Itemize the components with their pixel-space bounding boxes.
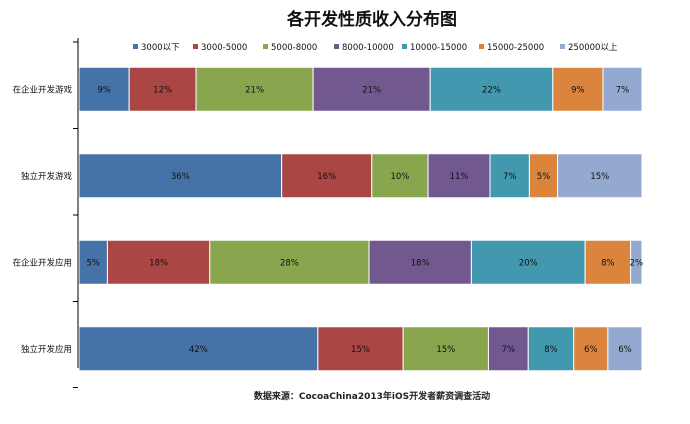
data-label: 9% — [571, 85, 585, 95]
legend-item: 10000-15000 — [402, 43, 467, 53]
data-label: 11% — [450, 172, 469, 182]
data-label: 8% — [601, 258, 615, 268]
bar-segment — [427, 153, 491, 199]
bar-segment — [602, 66, 643, 112]
legend-label: 10000-15000 — [410, 43, 467, 53]
bar-segment — [78, 153, 283, 199]
data-label: 9% — [97, 85, 111, 95]
data-label: 21% — [245, 85, 264, 95]
bar-segment — [106, 239, 211, 285]
bar-segment — [552, 66, 604, 112]
bar-segment — [368, 239, 472, 285]
legend-item: 3000-5000 — [193, 43, 247, 53]
bar-segment — [78, 239, 108, 285]
category-label: 独立开发游戏 — [21, 171, 73, 182]
legend-item: 5000-8000 — [263, 43, 317, 53]
data-label: 15% — [351, 345, 370, 355]
legend: 3000以下 3000-5000 5000-8000 8000-10000 10000-… — [133, 43, 618, 53]
bar-segment — [527, 326, 575, 372]
legend-label: 250000以上 — [568, 43, 618, 53]
legend-item: 250000以上 — [560, 43, 618, 53]
chart-title: 各开发性质收入分布图 — [286, 9, 457, 30]
bar-segment — [371, 153, 429, 199]
legend-swatch — [479, 44, 484, 49]
bar-segment — [470, 239, 586, 285]
bar-segment — [195, 66, 314, 112]
category-label: 在企业开发应用 — [12, 257, 72, 268]
bar-segment — [607, 326, 643, 372]
data-label: 7% — [616, 85, 630, 95]
data-label: 16% — [317, 172, 336, 182]
legend-label: 3000-5000 — [201, 43, 247, 53]
data-label: 18% — [411, 258, 430, 268]
category-label: 独立开发应用 — [21, 344, 72, 355]
bar-segment — [317, 326, 404, 372]
legend-swatch — [133, 44, 138, 49]
data-label: 8% — [544, 345, 558, 355]
data-label: 10% — [390, 172, 409, 182]
data-label: 42% — [189, 345, 208, 355]
data-label: 6% — [618, 345, 632, 355]
data-label: 7% — [502, 345, 516, 355]
data-label: 15% — [590, 172, 609, 182]
data-label: 6% — [584, 345, 598, 355]
data-label: 18% — [149, 258, 168, 268]
data-label: 7% — [503, 172, 517, 182]
legend-label: 5000-8000 — [271, 43, 317, 53]
legend-swatch — [193, 44, 198, 49]
legend-swatch — [402, 44, 407, 49]
legend-label: 15000-25000 — [487, 43, 544, 53]
data-label: 20% — [519, 258, 538, 268]
bar-segment — [78, 326, 319, 372]
data-label: 36% — [171, 172, 190, 182]
legend-swatch — [263, 44, 268, 49]
bar-segment — [281, 153, 373, 199]
data-label: 2% — [630, 258, 644, 268]
data-label: 22% — [482, 85, 501, 95]
legend-item: 3000以下 — [133, 43, 180, 53]
legend-swatch — [334, 44, 339, 49]
data-label: 5% — [86, 258, 100, 268]
legend-item: 15000-25000 — [479, 43, 544, 53]
plot-area: 在企业开发游戏 9% 12% 21% 21% 22% 9% 7% 独立开发游戏 36% 16% 10%… — [12, 41, 644, 388]
legend-label: 8000-10000 — [342, 43, 394, 53]
category-label: 在企业开发游戏 — [12, 84, 72, 95]
legend-label: 3000以下 — [141, 43, 180, 53]
data-label: 12% — [153, 85, 172, 95]
bar-segment — [630, 239, 643, 285]
source-note: 数据来源：CocoaChina2013年iOS开发者薪资调查活动 — [254, 390, 490, 402]
legend-item: 8000-10000 — [334, 43, 394, 53]
bar-segment — [557, 153, 643, 199]
bar-segment — [489, 153, 530, 199]
bar-segment — [209, 239, 370, 285]
data-label: 15% — [436, 345, 455, 355]
data-label: 28% — [280, 258, 299, 268]
data-label: 21% — [362, 85, 381, 95]
data-label: 5% — [537, 172, 551, 182]
bar-segment — [128, 66, 197, 112]
legend-swatch — [560, 44, 565, 49]
bar-segment — [573, 326, 609, 372]
